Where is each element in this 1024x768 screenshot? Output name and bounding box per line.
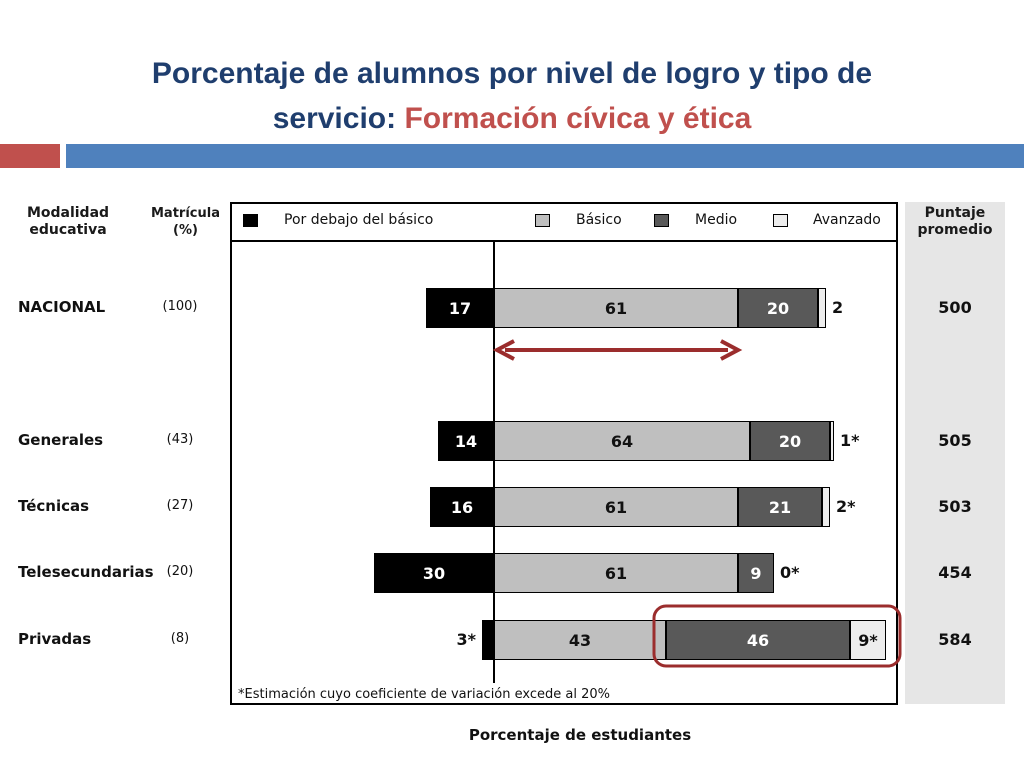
header-puntaje: Puntaje promedio: [917, 205, 993, 238]
bar-segment-medium-0: 20: [738, 288, 818, 328]
row-label-4: Privadas: [18, 630, 92, 648]
row-label-2: Técnicas: [18, 497, 90, 515]
bar-segment-medium-2: 21: [738, 487, 822, 527]
banner-red-block: [0, 144, 60, 168]
title-prefix: servicio:: [272, 102, 405, 135]
banner-blue-bar: [66, 144, 1024, 168]
bar-segment-below-3: 30: [374, 553, 494, 593]
score-column: [905, 202, 1005, 704]
legend-swatch-medium: [654, 214, 669, 227]
row-label-3: Telesecundarias: [18, 563, 154, 581]
row-matricula-3: (20): [166, 564, 194, 579]
footnote: *Estimación cuyo coeficiente de variació…: [238, 687, 611, 702]
row-matricula-0: (100): [162, 299, 198, 314]
bar-segment-advanced-2: [822, 487, 830, 527]
row-score-4: 584: [938, 630, 972, 649]
bar-segment-below-4: [482, 620, 494, 660]
bar-segment-basic-3: 61: [494, 553, 738, 593]
row-label-0: NACIONAL: [18, 298, 106, 316]
row-matricula-2: (27): [166, 498, 194, 513]
bar-segment-below-0: 17: [426, 288, 494, 328]
legend-swatch-below: [243, 214, 258, 227]
header-matricula: Matrícula (%): [151, 206, 220, 238]
bar-segment-advanced-1: [830, 421, 834, 461]
bar-segment-medium-3: 9: [738, 553, 774, 593]
header-modalidad: Modalidad educativa: [26, 205, 110, 238]
double-arrow-annotation: [492, 339, 743, 361]
page-title-line2: servicio: Formación cívica y ética: [0, 97, 1024, 141]
row-label-1: Generales: [18, 431, 104, 449]
legend-label-advanced: Avanzado: [813, 212, 881, 228]
legend-label-medium: Medio: [695, 212, 738, 228]
title-accent: Formación cívica y ética: [404, 102, 752, 135]
chart-frame: [230, 202, 898, 705]
bar-label-advanced-2: 2*: [836, 497, 856, 516]
row-score-2: 503: [938, 497, 972, 516]
bar-segment-basic-1: 64: [494, 421, 750, 461]
arrow-head-left: [492, 339, 515, 361]
x-axis-label: Porcentaje de estudiantes: [468, 726, 692, 744]
zero-axis-line: [493, 240, 495, 683]
highlight-box: [652, 604, 902, 668]
bar-segment-basic-4: 43: [494, 620, 666, 660]
bar-segment-medium-4: 46: [666, 620, 850, 660]
row-score-1: 505: [938, 431, 972, 450]
bar-label-advanced-1: 1*: [840, 431, 860, 450]
bar-label-advanced-0: 2: [832, 298, 844, 317]
legend-label-basic: Básico: [576, 212, 622, 228]
bar-label-below-4: 3*: [456, 630, 477, 649]
page-title-line1: Porcentaje de alumnos por nivel de logro…: [151, 57, 873, 90]
legend-swatch-advanced: [773, 214, 788, 227]
row-matricula-4: (8): [170, 631, 190, 646]
bar-segment-basic-2: 61: [494, 487, 738, 527]
bar-segment-below-1: 14: [438, 421, 494, 461]
legend-label-below: Por debajo del básico: [284, 212, 434, 228]
row-score-0: 500: [938, 298, 972, 317]
bar-segment-below-2: 16: [430, 487, 494, 527]
bar-segment-medium-1: 20: [750, 421, 830, 461]
legend: [230, 202, 898, 242]
bar-segment-basic-0: 61: [494, 288, 738, 328]
bar-segment-advanced-0: [818, 288, 826, 328]
bar-segment-advanced-4: 9*: [850, 620, 886, 660]
legend-swatch-basic: [535, 214, 550, 227]
row-score-3: 454: [938, 563, 972, 582]
row-matricula-1: (43): [166, 432, 194, 447]
bar-label-advanced-3: 0*: [780, 563, 800, 582]
arrow-head-right: [720, 339, 743, 361]
